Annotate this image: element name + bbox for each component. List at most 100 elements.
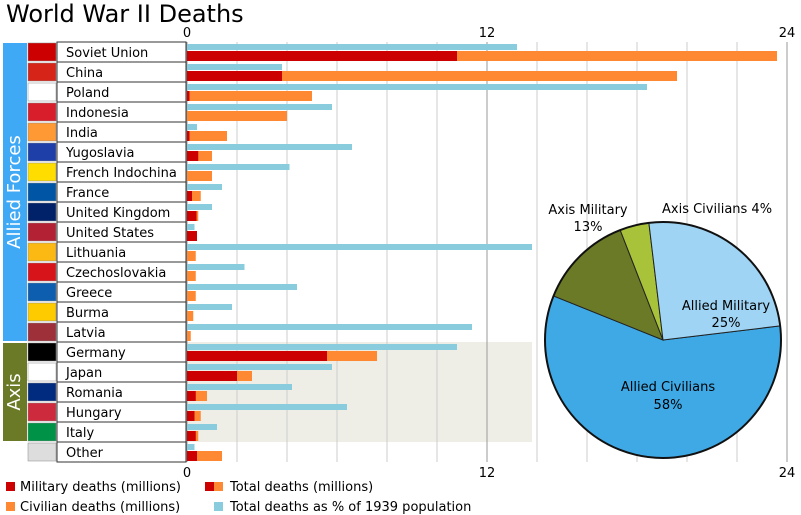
country-label: United States [66,226,154,241]
percent-bar [187,144,352,150]
percent-bar [187,244,532,250]
country-label: Czechoslovakia [66,266,166,281]
flag-7 [27,182,57,202]
chart-title: World War II Deaths [6,0,244,28]
country-label: United Kingdom [66,206,170,221]
flag-20 [27,442,57,462]
military-deaths-bar [187,71,282,81]
percent-bar [187,444,195,450]
percent-bar [187,164,290,170]
legend-label-civilian: Civilian deaths (millions) [20,500,180,515]
tick-labels: 0 0 12 12 24 24 [183,26,795,481]
country-label: French Indochina [66,166,177,181]
country-label: Japan [65,366,102,381]
country-label: Hungary [66,406,122,421]
military-deaths-bar [187,351,327,361]
legend-swatch-military [6,482,15,491]
percent-bar [187,284,297,290]
percent-bar [187,324,472,330]
allied-forces-label: Allied Forces [4,135,25,249]
percent-bar [187,344,457,350]
pie-chart: Allied Civilians 58% Allied Military 25% Axi… [544,202,782,459]
flag-15 [27,342,57,362]
flag-4 [27,122,57,142]
flag-13 [27,302,57,322]
flag-0 [27,42,57,62]
flag-3 [27,102,57,122]
country-label: Indonesia [66,106,129,121]
legend-label-military: Military deaths (millions) [20,480,181,495]
legend-swatch-total-military [205,482,214,491]
country-label: France [66,186,109,201]
country-rows: Soviet Union China Poland Indonesia India Yug… [27,41,187,463]
percent-bar [187,384,292,390]
percent-bar [187,224,195,230]
percent-bar [187,264,245,270]
total-deaths-bar [187,131,227,141]
total-deaths-bar [187,51,777,61]
flag-5 [27,142,57,162]
percent-bar [187,204,212,210]
flag-17 [27,382,57,402]
country-label: Soviet Union [66,46,148,61]
legend: Military deaths (millions) Total deaths (… [6,480,471,515]
military-deaths-bar [187,91,190,101]
total-deaths-bar [187,91,312,101]
military-deaths-bar [187,431,196,441]
military-deaths-bar [187,371,237,381]
percent-bar [187,364,332,370]
military-deaths-bar [187,231,197,241]
flag-10 [27,242,57,262]
total-deaths-bar [187,331,191,341]
military-deaths-bar [187,391,196,401]
tick-label-top: 24 [779,26,796,41]
flag-2 [27,82,57,102]
group-bands: Allied Forces Axis [3,43,27,441]
flag-1 [27,62,57,82]
total-deaths-bar [187,291,196,301]
military-deaths-bar [187,151,199,161]
country-label: Yugoslavia [65,146,135,161]
percent-bar [187,64,282,70]
legend-label-total: Total deaths (millions) [229,480,373,495]
country-label: China [66,66,103,81]
military-deaths-bar [187,51,457,61]
military-deaths-bar [187,131,190,141]
country-label: Latvia [66,326,106,341]
total-deaths-bar [187,251,196,261]
total-deaths-bar [187,391,207,401]
percent-bar [187,124,197,130]
flag-11 [27,262,57,282]
total-deaths-bar [187,451,222,461]
tick-label-top: 12 [479,26,496,41]
percent-bar [187,404,347,410]
percent-bar [187,424,217,430]
legend-swatch-civilian [6,502,15,511]
percent-bar [187,104,332,110]
pie-pct-axis-military: 13% [574,220,603,235]
military-deaths-bar [187,211,197,221]
pie-label-axis-civilians: Axis Civilians 4% [662,202,772,217]
pie-label-axis-military: Axis Military [548,203,628,218]
percent-bar [187,184,222,190]
country-box [56,441,187,463]
total-deaths-bar [187,171,212,181]
tick-label-bottom: 0 [183,466,191,481]
total-deaths-bar [187,271,196,281]
flag-6 [27,162,57,182]
bars [187,44,777,461]
flag-8 [27,202,57,222]
percent-bar [187,44,517,50]
military-deaths-bar [187,451,197,461]
total-deaths-bar [187,311,194,321]
flag-9 [27,222,57,242]
legend-label-percent: Total deaths as % of 1939 population [229,500,471,515]
country-label: Romania [66,386,123,401]
pie-outline [544,221,782,459]
pie-pct-allied-military: 25% [712,316,741,331]
flag-16 [27,362,57,382]
country-label: Lithuania [66,246,126,261]
total-deaths-bar [187,151,212,161]
country-label: Poland [66,86,109,101]
